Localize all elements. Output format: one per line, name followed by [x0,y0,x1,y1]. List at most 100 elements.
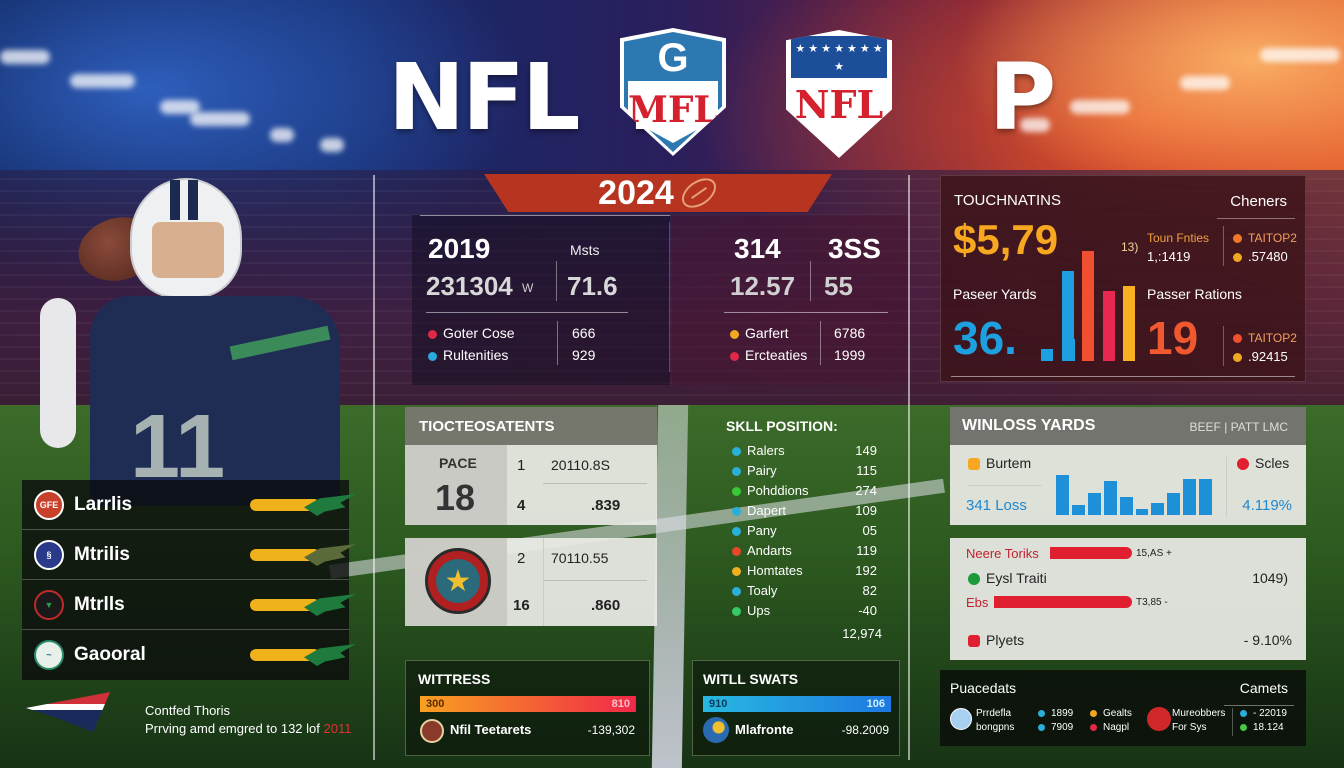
chart-bar [1103,291,1115,361]
legend-dot-icon [968,573,980,586]
legend-dot-icon [732,487,741,497]
puacedats-panel: Puacedats Camets Prrdefla bongpns 1899 7… [940,670,1306,746]
winloss-header: WINLOSS YARDS BEEF | PATT LMC [950,407,1306,445]
chart-bar [1062,271,1074,361]
panel-title: TOUCHNATINS [954,192,1061,209]
list-item[interactable]: § Mtrilis [22,530,356,580]
pace-value: 18 [435,477,476,518]
quarterback-player-image: 11 [30,178,340,508]
legend-dot-icon [1237,458,1249,471]
player-arm [40,298,76,448]
list-item: Ups -40 [732,603,877,618]
standing-value: 70110.55 [551,550,609,566]
total-value: 231304 [426,271,513,301]
team-logo-icon: GFE [34,489,64,520]
legend-dot-icon [730,329,739,339]
passer-yards-label: Paseer Yards [953,286,1037,302]
list-item[interactable]: GFE Larrlis [22,480,356,530]
year-label: 2024 [598,173,674,212]
list-item: Andarts 119 [732,543,877,558]
eagle-icon [304,544,356,566]
legend-item: TAITOP2 [1233,231,1297,245]
chart-bar [1041,349,1053,361]
stat-top-a: 314 [734,233,781,264]
team-logo-icon: ▼ [34,589,64,620]
stat-row: Rultenities [428,347,508,363]
stat-value: 6786 [834,325,866,341]
footer-title: Contfed Thoris [145,703,231,718]
stat-value: 1999 [834,347,866,363]
year-banner: 2024 [484,174,832,212]
legend-dot-icon [1240,723,1247,731]
legend-dot-icon [428,329,437,339]
legend-dot-icon [1233,353,1242,363]
stat-sub-a: 12.57 [730,271,796,301]
section-title: SKLL POSITION: [726,418,838,434]
list-item: Pohddions 274 [732,483,877,498]
player-helmet [130,178,242,298]
legend-square-icon [968,635,980,648]
progress-bar [250,549,320,561]
winloss-bar-chart [1056,469,1213,515]
eagle-icon [304,644,356,666]
mid-label: Toun Fnties [1147,231,1210,245]
progress-bar [250,649,320,661]
column-value: 71.6 [567,271,618,301]
rank: 4 [517,497,526,514]
legend-dot-icon [1233,253,1242,263]
legend-dot-icon [1038,709,1045,717]
stadium-lights [0,30,1344,170]
legend-dot-icon [732,527,741,537]
column-header: Msts [570,242,600,258]
standings-panel: TIOCTEOSATENTS PACE 18 1 20110.8S 4 .839 [405,407,657,525]
skill-position-list: SKLL POSITION: Ralers 149 Pairy 115 Pohd… [720,415,890,645]
list-item: Ralers 149 [732,443,877,458]
team-logo-icon [420,719,444,743]
legend-dot-icon [1090,723,1097,731]
legend-dot-icon [732,567,741,577]
game-stats-panel: 314 3SS 12.57 55 Garfert 6786 Ercteaties… [672,215,908,385]
stat-row: Goter Cose [428,325,515,341]
skill-total: 12,974 [842,626,882,641]
progress-bar [1050,547,1132,559]
gradient-progress-bar: 910 106 [703,696,891,712]
will-swats-panel: WITLL SWATS 910 106 Mlafronte -98.2009 [692,660,900,756]
list-item: Homtates 192 [732,563,877,578]
legend-dot-icon [1233,334,1242,344]
legend-square-icon [968,458,980,471]
season-year: 2019 [428,233,491,264]
panel-right-title: Cheners [1230,193,1287,210]
list-item[interactable]: ~ Gaooral [22,630,356,680]
legend-dot-icon [1038,723,1045,731]
team-logo-icon: § [34,539,64,570]
divider [908,175,910,760]
legend-item: TAITOP2 [1233,331,1297,345]
stars-icon: ★ ★ ★ ★ ★ ★ ★ ★ [791,36,887,78]
legend-dot-icon [1233,234,1242,244]
list-item: Pairy 115 [732,463,877,478]
team-logo-icon [950,708,972,730]
stat-value: 929 [572,347,596,363]
legend-dot-icon [732,607,741,617]
legend-dot-icon [732,587,741,597]
witness-panel: WITTRESS 300 810 Nfil Teetarets -139,302 [405,660,650,756]
standing-value: .839 [591,497,621,514]
eagle-icon [304,494,356,516]
percent-value: 4.119% [1242,497,1292,514]
mid-value: 1,:1419 [1147,249,1191,264]
legend-dot-icon [732,467,741,477]
list-item[interactable]: ▼ Mtrlls [22,580,356,630]
pace-label: PACE [439,455,477,471]
legend-item: Scles [1237,455,1289,471]
standing-value: 20110.8S [551,457,610,473]
passer-rations-label: Passer Rations [1147,286,1242,302]
legend-item: Plyets [968,632,1024,648]
title-letter-p: P [988,43,1056,151]
eagle-icon [304,594,356,616]
divider [373,175,375,760]
legend-dot-icon [732,447,741,457]
chart-bar [1082,251,1094,361]
legend-dot-icon [1240,709,1247,717]
list-item: Toaly 82 [732,583,877,598]
legend-item: .57480 [1233,249,1288,264]
